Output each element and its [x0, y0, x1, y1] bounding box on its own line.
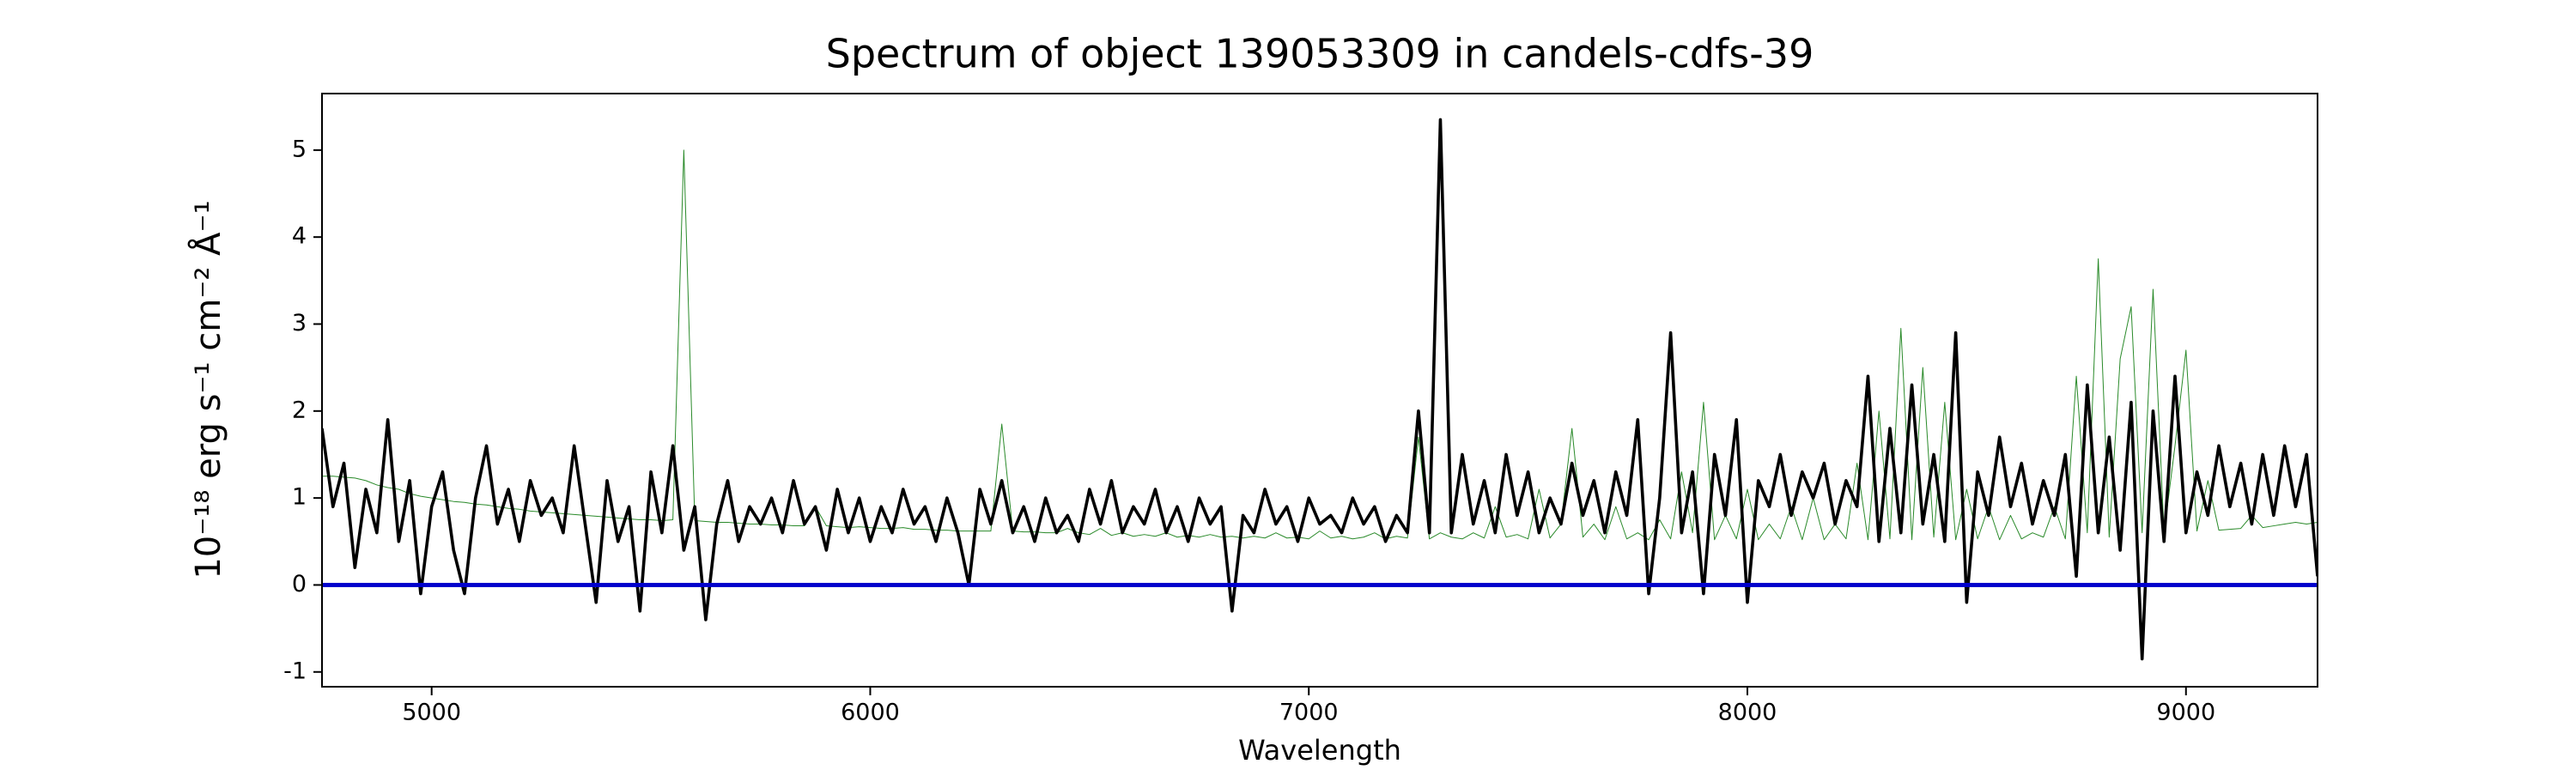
y-axis-label: 10⁻¹⁸ erg s⁻¹ cm⁻² Å⁻¹	[187, 200, 228, 579]
y-tick-label: 2	[292, 397, 307, 423]
y-tick-label: 5	[292, 136, 307, 162]
y-tick-label: -1	[283, 658, 307, 684]
x-tick-label: 8000	[1718, 700, 1777, 726]
x-tick-label: 5000	[402, 700, 461, 726]
chart-title: Spectrum of object 139053309 in candels-…	[826, 31, 1814, 77]
y-tick-label: 3	[292, 310, 307, 336]
x-tick-label: 6000	[841, 700, 900, 726]
x-tick-label: 7000	[1279, 700, 1339, 726]
data-line	[322, 149, 2318, 541]
x-axis-label: Wavelength	[1238, 734, 1401, 767]
plot-frame	[321, 93, 2318, 688]
y-tick-label: 4	[292, 223, 307, 250]
data-line	[322, 118, 2318, 661]
y-tick-label: 0	[292, 571, 307, 597]
y-tick-label: 1	[292, 484, 307, 511]
x-tick-label: 9000	[2156, 700, 2215, 726]
